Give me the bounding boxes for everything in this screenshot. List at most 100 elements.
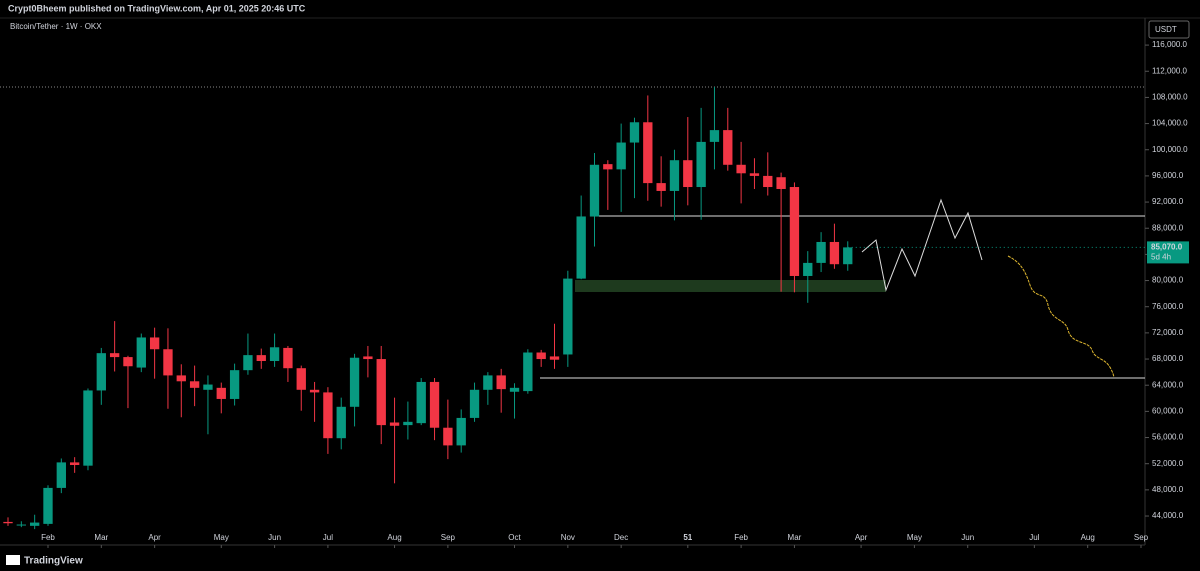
plot: 44,000.0 48,000.0 52,000.0 56,000.0 60,000.0… <box>3 40 1189 548</box>
footer: TradingView <box>24 556 83 567</box>
chart-title: Bitcoin/Tether · 1W · OKX <box>10 22 102 31</box>
countdown: 5d 4h <box>1151 253 1171 262</box>
x-tick-label: Mar <box>788 533 802 542</box>
y-tick-label: 68,000.0 <box>1152 354 1184 363</box>
x-tick-label: Oct <box>508 533 521 542</box>
publisher: Crypt0Bheem published on TradingView.com… <box>8 3 306 13</box>
y-tick-label: 72,000.0 <box>1152 328 1184 337</box>
x-tick-label: Aug <box>387 533 401 542</box>
candle-body <box>843 247 853 265</box>
candle-body <box>643 122 653 184</box>
x-tick-label: Mar <box>94 533 108 542</box>
candle-body <box>296 368 306 390</box>
x-tick-label: May <box>907 533 922 542</box>
x-tick-label: Jun <box>268 533 281 542</box>
y-tick-label: 80,000.0 <box>1152 276 1184 285</box>
x-tick-label: Feb <box>41 533 55 542</box>
tv-logo <box>6 555 20 565</box>
y-tick-label: 96,000.0 <box>1152 171 1184 180</box>
candle-body <box>803 262 813 276</box>
candle-body <box>283 347 293 369</box>
candle-body <box>683 160 693 188</box>
candle-body <box>523 352 533 392</box>
currency-box[interactable] <box>1148 20 1190 39</box>
x-tick-label: Jul <box>1029 533 1039 542</box>
candle-body <box>69 462 80 466</box>
support-zone <box>575 280 886 292</box>
candle-body <box>123 357 133 367</box>
y-tick-label: 112,000.0 <box>1152 66 1188 75</box>
candle-body <box>363 356 373 360</box>
candle-body <box>483 375 493 390</box>
candle-body <box>496 375 506 390</box>
candle-body <box>589 164 600 217</box>
candle-body <box>456 417 466 446</box>
projection-wave <box>1007 255 1115 378</box>
candle-body <box>776 177 786 189</box>
footer-bar <box>0 550 1200 571</box>
candle-body <box>616 142 626 170</box>
y-tick-label: 88,000.0 <box>1152 223 1184 232</box>
x-tick-label: Sep <box>441 533 456 542</box>
y-tick-label: 76,000.0 <box>1152 302 1184 311</box>
currency: USDT <box>1155 25 1177 34</box>
candle-body <box>576 216 586 279</box>
x-tick-label: Jun <box>961 533 974 542</box>
candle-body <box>563 278 573 355</box>
x-tick-label: Sep <box>1134 533 1149 542</box>
y-tick-label: 52,000.0 <box>1152 459 1184 468</box>
candle-body <box>229 370 240 399</box>
x-tick-label: 51 <box>683 533 692 542</box>
candle-body <box>189 381 200 388</box>
candle-body <box>256 355 266 362</box>
y-tick-label: 104,000.0 <box>1152 119 1188 128</box>
candle-body <box>3 521 13 524</box>
y-tick-label: 48,000.0 <box>1152 485 1184 494</box>
candle-body <box>416 381 426 424</box>
last-price-box <box>1147 241 1189 264</box>
candle-body <box>656 183 666 191</box>
candle-body <box>443 427 453 446</box>
candle-body <box>763 175 773 188</box>
x-tick-label: Aug <box>1081 533 1095 542</box>
candle-body <box>816 241 826 263</box>
candle-body <box>149 337 160 350</box>
candle-body <box>509 387 520 392</box>
y-tick-label: 64,000.0 <box>1152 380 1184 389</box>
candle-body <box>43 487 53 524</box>
x-tick-label: Jul <box>323 533 333 542</box>
candle-body <box>736 164 746 174</box>
candle-body <box>469 389 480 418</box>
candle-body <box>429 381 440 428</box>
candle-body <box>29 522 40 526</box>
candle-body <box>696 141 706 188</box>
candle-body <box>376 359 386 426</box>
x-tick-label: Apr <box>855 533 868 542</box>
candle-body <box>96 353 106 391</box>
candle-body <box>403 421 413 426</box>
x-tick-label: Nov <box>561 533 575 542</box>
candle-body <box>349 357 360 407</box>
candle-body <box>789 187 800 276</box>
x-tick-label: Feb <box>734 533 748 542</box>
candle-body <box>16 524 26 526</box>
x-tick-label: Apr <box>148 533 161 542</box>
candle-body <box>389 422 400 426</box>
candle-body <box>269 347 280 362</box>
candle-body <box>56 462 66 488</box>
candle-body <box>629 122 640 143</box>
candle-body <box>176 375 186 382</box>
last-price-label: 85,070.0 <box>1151 243 1183 252</box>
candle-body <box>323 392 333 439</box>
candle-body <box>536 352 546 360</box>
candle-body <box>109 353 120 358</box>
candle-body <box>603 164 613 170</box>
candle-body <box>83 390 93 466</box>
y-tick-label: 116,000.0 <box>1152 40 1188 49</box>
y-tick-label: 100,000.0 <box>1152 145 1188 154</box>
y-tick-label: 92,000.0 <box>1152 197 1184 206</box>
candle-body <box>829 241 840 265</box>
y-tick-label: 56,000.0 <box>1152 433 1184 442</box>
candle-body <box>163 349 173 376</box>
